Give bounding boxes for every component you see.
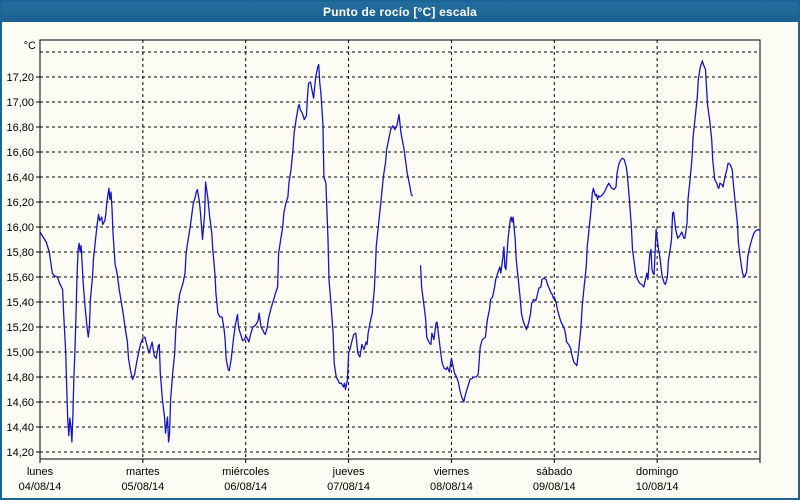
- x-day-label: martes: [126, 466, 160, 478]
- x-day-label: lunes: [27, 466, 54, 478]
- y-tick-label: 16,80: [6, 122, 34, 134]
- plot-frame: [39, 39, 761, 460]
- x-date-label: 07/08/14: [327, 481, 370, 493]
- y-tick-label: 15,40: [6, 297, 34, 309]
- y-tick-label: 15,60: [6, 272, 34, 284]
- y-tick-label: 14,40: [6, 422, 34, 434]
- x-day-label: sábado: [536, 466, 572, 478]
- y-tick-label: 15,00: [6, 347, 34, 359]
- dewpoint-chart: 14,20 14,40 14,60 14,80 15,00 15,20 15,40 15,60…: [6, 39, 761, 493]
- x-day-label: domingo: [636, 466, 678, 478]
- x-date-label: 04/08/14: [19, 481, 62, 493]
- dewpoint-line: [419, 60, 761, 403]
- x-date-label: 08/08/14: [430, 481, 473, 493]
- y-tick-label: 16,60: [6, 147, 34, 159]
- x-day-label: miércoles: [222, 466, 270, 478]
- x-date-label: 06/08/14: [224, 481, 267, 493]
- y-tick-label: 14,80: [6, 372, 34, 384]
- x-day-label: viernes: [434, 466, 470, 478]
- y-tick-label: 16,20: [6, 197, 34, 209]
- x-date-label: 09/08/14: [533, 481, 576, 493]
- y-tick-label: 17,00: [6, 97, 34, 109]
- y-tick-label: 15,20: [6, 322, 34, 334]
- y-tick-label: 15,80: [6, 247, 34, 259]
- y-axis-unit-label: °C: [24, 40, 36, 52]
- y-tick-label: 14,20: [6, 447, 34, 459]
- y-tick-label: 16,00: [6, 222, 34, 234]
- y-tick-label: 16,40: [6, 172, 34, 184]
- dewpoint-line: [39, 63, 413, 443]
- x-day-label: jueves: [332, 466, 365, 478]
- y-tick-label: 14,60: [6, 397, 34, 409]
- window-title: Punto de rocío [°C] escala: [2, 2, 798, 22]
- x-date-label: 05/08/14: [121, 481, 164, 493]
- y-tick-label: 17,20: [6, 72, 34, 84]
- x-date-label: 10/08/14: [636, 481, 679, 493]
